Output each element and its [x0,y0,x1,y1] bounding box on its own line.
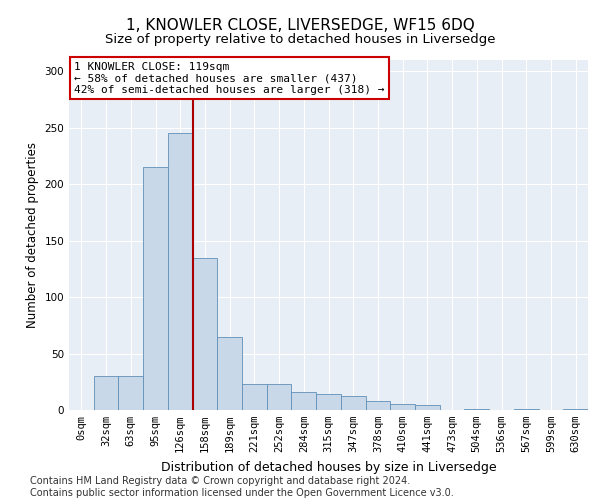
Y-axis label: Number of detached properties: Number of detached properties [26,142,39,328]
Text: 1, KNOWLER CLOSE, LIVERSEDGE, WF15 6DQ: 1, KNOWLER CLOSE, LIVERSEDGE, WF15 6DQ [125,18,475,32]
Bar [563,409,588,410]
Bar [341,396,365,410]
Bar [193,258,217,410]
Bar [217,336,242,410]
Bar [316,394,341,410]
Bar [267,384,292,410]
Bar [365,401,390,410]
Bar [514,409,539,410]
Bar [292,392,316,410]
Bar [168,134,193,410]
Bar [464,409,489,410]
Text: Contains HM Land Registry data © Crown copyright and database right 2024.
Contai: Contains HM Land Registry data © Crown c… [30,476,454,498]
Text: Size of property relative to detached houses in Liversedge: Size of property relative to detached ho… [105,32,495,46]
Bar [390,404,415,410]
Bar [415,406,440,410]
Bar [94,376,118,410]
Text: 1 KNOWLER CLOSE: 119sqm
← 58% of detached houses are smaller (437)
42% of semi-d: 1 KNOWLER CLOSE: 119sqm ← 58% of detache… [74,62,385,95]
Bar [242,384,267,410]
Bar [143,168,168,410]
Bar [118,376,143,410]
X-axis label: Distribution of detached houses by size in Liversedge: Distribution of detached houses by size … [161,460,496,473]
